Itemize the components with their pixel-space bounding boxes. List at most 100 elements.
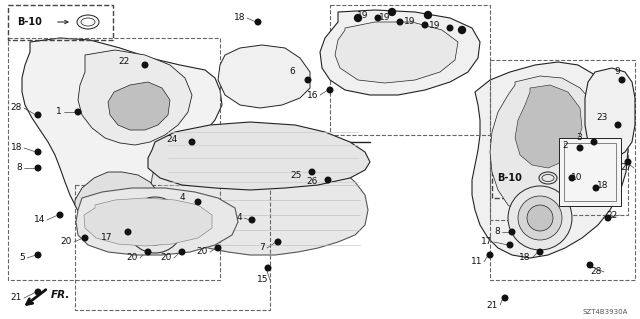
- Text: 8: 8: [494, 227, 500, 236]
- Circle shape: [275, 239, 281, 245]
- Circle shape: [135, 205, 175, 245]
- Circle shape: [255, 19, 261, 25]
- Circle shape: [615, 122, 621, 128]
- Circle shape: [189, 139, 195, 145]
- Circle shape: [508, 186, 572, 250]
- Bar: [559, 138, 621, 206]
- Circle shape: [325, 177, 331, 183]
- Text: 18: 18: [234, 13, 245, 23]
- Circle shape: [588, 262, 593, 268]
- Polygon shape: [76, 188, 238, 255]
- Text: 21: 21: [486, 300, 498, 309]
- Text: 28: 28: [591, 268, 602, 277]
- Bar: [558, 130, 628, 215]
- Circle shape: [35, 149, 41, 155]
- Polygon shape: [22, 38, 222, 242]
- Text: 8: 8: [16, 164, 22, 173]
- Circle shape: [591, 139, 596, 145]
- Text: 27: 27: [621, 164, 632, 173]
- Polygon shape: [150, 138, 368, 255]
- Text: 4: 4: [179, 194, 185, 203]
- Circle shape: [309, 169, 315, 175]
- Text: 22: 22: [607, 211, 618, 219]
- Text: 18: 18: [596, 181, 608, 189]
- Text: B-10: B-10: [497, 173, 522, 183]
- Polygon shape: [148, 122, 370, 190]
- Text: 28: 28: [11, 103, 22, 113]
- Circle shape: [527, 205, 553, 231]
- Circle shape: [569, 175, 575, 181]
- Polygon shape: [84, 198, 212, 246]
- Circle shape: [327, 87, 333, 93]
- Circle shape: [35, 252, 41, 258]
- Polygon shape: [490, 76, 605, 218]
- Bar: [564, 143, 616, 201]
- Polygon shape: [75, 172, 162, 237]
- Circle shape: [249, 217, 255, 223]
- Circle shape: [142, 62, 148, 68]
- Circle shape: [424, 11, 431, 19]
- Circle shape: [127, 197, 183, 253]
- Circle shape: [605, 215, 611, 221]
- Text: 19: 19: [429, 20, 440, 29]
- Text: 1: 1: [56, 108, 62, 116]
- Text: 24: 24: [167, 136, 178, 145]
- Circle shape: [195, 199, 201, 205]
- Circle shape: [507, 242, 513, 248]
- Text: 14: 14: [34, 216, 45, 225]
- Polygon shape: [515, 85, 582, 168]
- Bar: [75, 185, 270, 310]
- Circle shape: [179, 249, 185, 255]
- Text: 9: 9: [614, 68, 620, 77]
- Circle shape: [82, 235, 88, 241]
- Text: 20: 20: [196, 248, 208, 256]
- Circle shape: [397, 19, 403, 25]
- Text: SZT4B3930A: SZT4B3930A: [582, 309, 628, 315]
- Bar: [490, 60, 635, 280]
- Text: 26: 26: [307, 177, 318, 187]
- Circle shape: [620, 77, 625, 83]
- Text: 20: 20: [127, 254, 138, 263]
- Circle shape: [487, 252, 493, 258]
- Text: 18: 18: [10, 144, 22, 152]
- Polygon shape: [108, 82, 170, 130]
- Circle shape: [125, 229, 131, 235]
- Text: 20: 20: [61, 238, 72, 247]
- Circle shape: [35, 112, 41, 118]
- Polygon shape: [472, 62, 628, 258]
- Text: 7: 7: [259, 243, 265, 253]
- Text: 17: 17: [481, 238, 492, 247]
- Text: 11: 11: [470, 257, 482, 266]
- Bar: [8, 38, 220, 280]
- Circle shape: [355, 14, 362, 21]
- Circle shape: [458, 26, 465, 33]
- Text: 19: 19: [356, 11, 368, 19]
- Circle shape: [215, 245, 221, 251]
- Circle shape: [305, 77, 311, 83]
- Circle shape: [375, 15, 381, 21]
- Text: 5: 5: [19, 254, 25, 263]
- Text: 16: 16: [307, 91, 318, 100]
- Circle shape: [422, 22, 428, 28]
- Bar: [8, 5, 113, 40]
- Polygon shape: [78, 50, 192, 145]
- Text: 22: 22: [119, 57, 130, 66]
- Bar: [330, 5, 490, 135]
- Text: 15: 15: [257, 276, 268, 285]
- Circle shape: [577, 145, 583, 151]
- Text: 6: 6: [289, 68, 295, 77]
- Circle shape: [625, 159, 631, 165]
- Text: FR.: FR.: [51, 290, 70, 300]
- Bar: [490, 155, 565, 220]
- Polygon shape: [320, 10, 480, 95]
- Text: 23: 23: [596, 114, 608, 122]
- Circle shape: [143, 213, 167, 237]
- Text: 21: 21: [11, 293, 22, 302]
- Circle shape: [537, 249, 543, 255]
- Circle shape: [447, 25, 453, 31]
- Text: B-10: B-10: [17, 17, 42, 27]
- Text: 19: 19: [378, 13, 390, 23]
- Text: 2: 2: [563, 140, 568, 150]
- Circle shape: [388, 9, 396, 16]
- Circle shape: [76, 109, 81, 115]
